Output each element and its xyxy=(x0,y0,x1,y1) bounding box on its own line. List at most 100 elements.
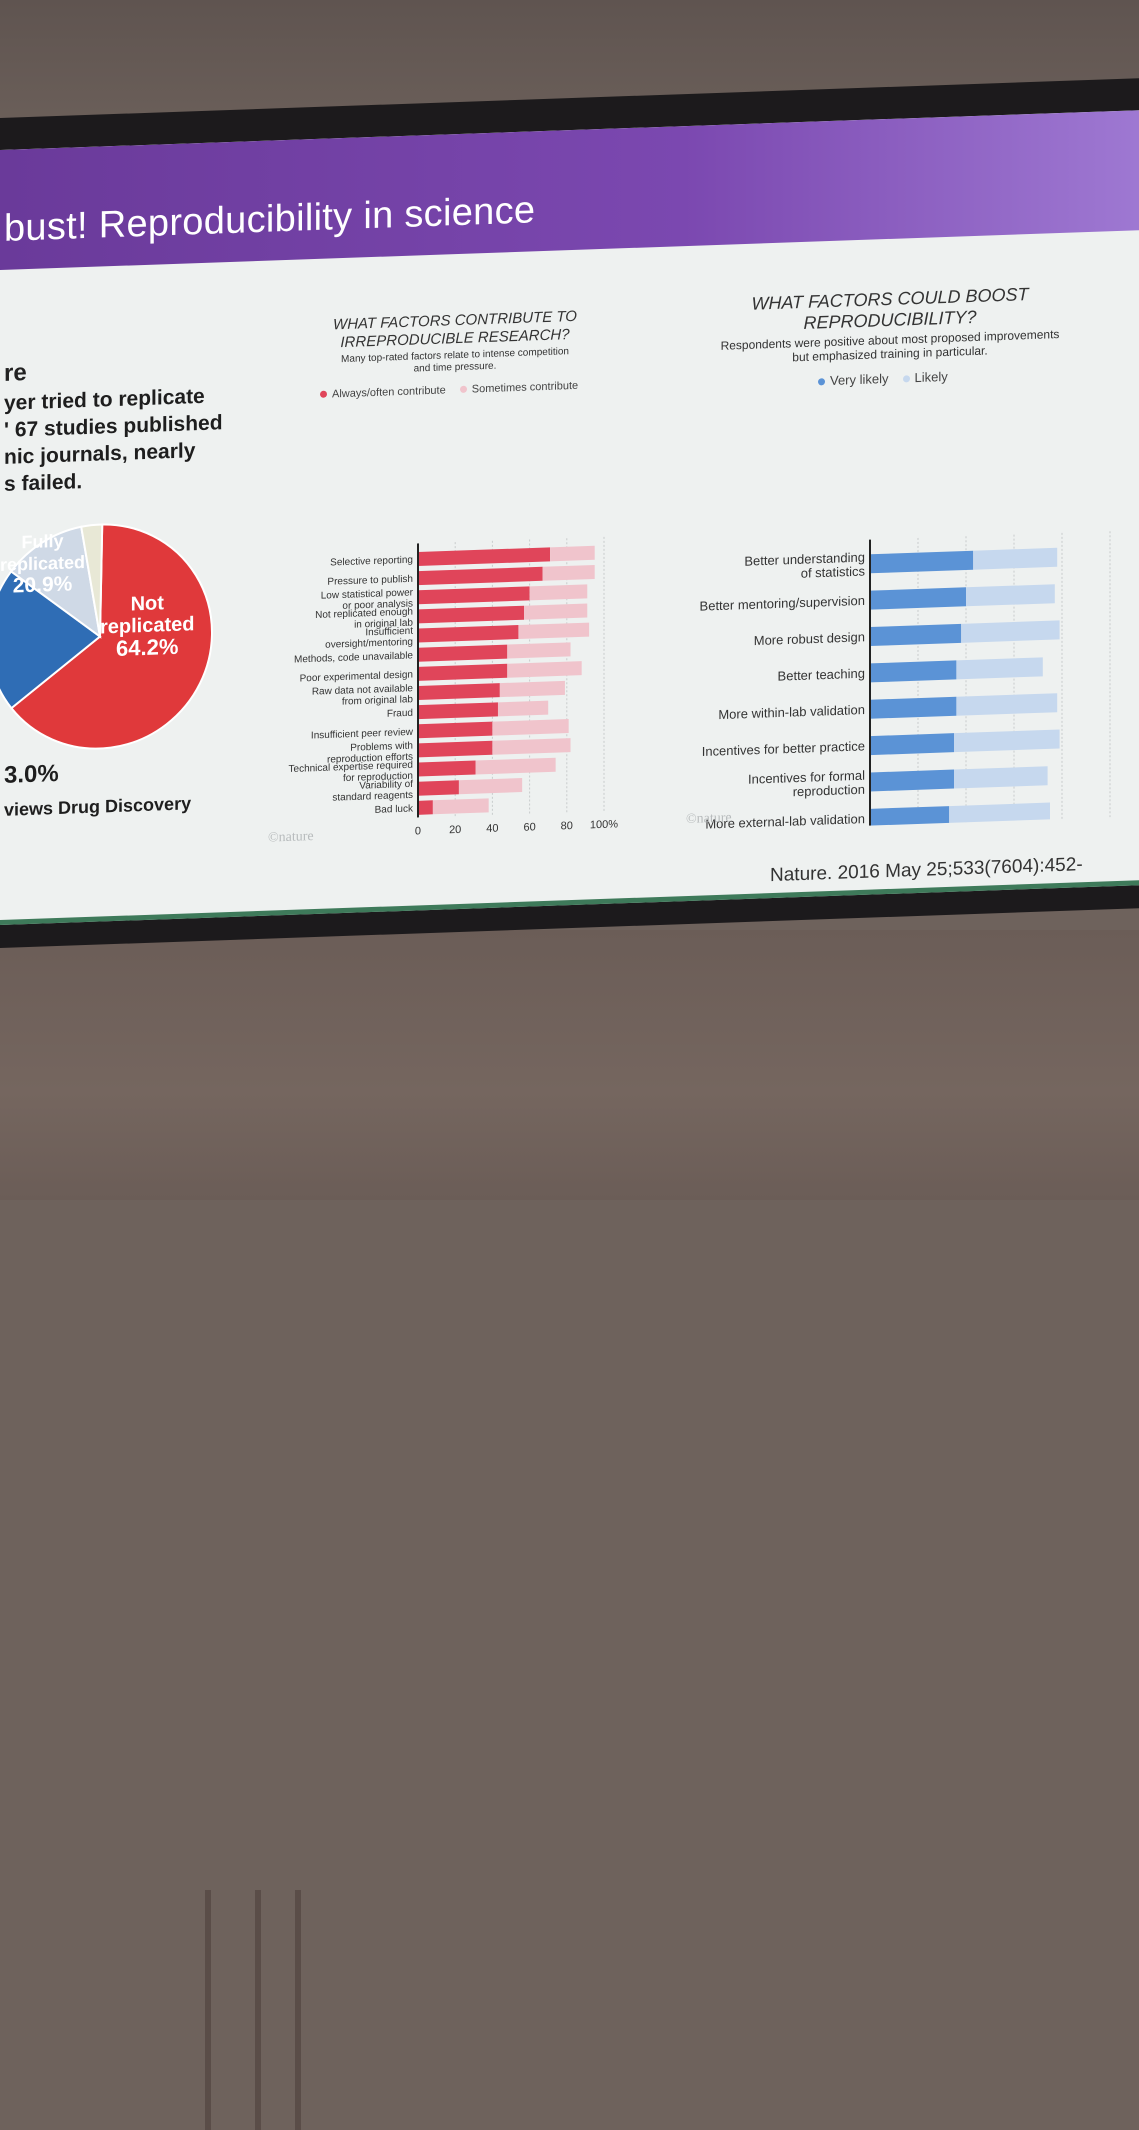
bar-segment-primary xyxy=(418,780,459,796)
left-source: views Drug Discovery xyxy=(4,793,192,820)
bar-segment-primary xyxy=(870,550,974,574)
bar-segment-secondary xyxy=(954,729,1060,753)
category-label: Selective reporting xyxy=(330,555,413,569)
category-label: reproduction efforts xyxy=(327,752,413,766)
legend-swatch xyxy=(902,375,910,383)
bar-segment-secondary xyxy=(497,700,549,717)
x-tick-label: 0 xyxy=(415,825,421,837)
x-tick-label: 100% xyxy=(590,818,618,831)
bar-segment-primary xyxy=(418,760,476,777)
chart1-plot: 0 20 40 60 80 100% Selective reporting Pressure… xyxy=(289,536,618,838)
category-label: Variability of xyxy=(359,779,413,792)
pie-label-fully-replicated: Fully replicated 20.9% xyxy=(0,529,85,598)
bar-segment-primary xyxy=(418,644,508,662)
pie-slice xyxy=(80,523,104,637)
left-heading: re xyxy=(4,359,27,387)
bar-segment-primary xyxy=(418,740,493,758)
chart1-credit: ©nature xyxy=(268,829,314,846)
bar-segment-secondary xyxy=(518,622,590,640)
category-label: standard reagents xyxy=(332,790,413,804)
left-text-block: yer tried to replicate ' 67 studies publ… xyxy=(4,382,223,498)
pie-slice xyxy=(0,570,102,710)
pie-slice-name: Not replicated xyxy=(100,592,195,639)
category-label: for reproduction xyxy=(343,771,413,784)
wall-panel-seam xyxy=(205,1890,211,2130)
bar-segment-secondary xyxy=(492,718,569,736)
category-label: Incentives for formal xyxy=(748,768,865,787)
replication-pie-chart: Fully replicated 20.9% Not replicated 64.2… xyxy=(0,512,220,766)
category-label: of statistics xyxy=(801,564,866,581)
x-tick-label: 20 xyxy=(449,824,461,836)
category-label: Raw data not available xyxy=(312,683,414,698)
bar-segment-secondary xyxy=(432,798,489,815)
category-label: Methods, code unavailable xyxy=(294,650,413,665)
bar-segment-primary xyxy=(418,721,493,739)
bar-segment-secondary xyxy=(475,757,556,775)
bar-segment-secondary xyxy=(550,545,595,562)
bar-segment-secondary xyxy=(492,738,571,755)
category-label: Poor experimental design xyxy=(300,670,413,685)
category-label: Insufficient xyxy=(365,626,413,639)
pie-slice-name: Fully replicated xyxy=(0,530,86,575)
category-label: Technical expertise required xyxy=(289,760,413,775)
category-label: More external-lab validation xyxy=(705,811,865,832)
category-label: Not replicated enough xyxy=(315,607,413,621)
category-label: More within-lab validation xyxy=(718,702,865,722)
x-tick-label: 60 xyxy=(523,821,535,833)
legend-swatch xyxy=(459,385,467,393)
bar-segment-primary xyxy=(418,800,433,815)
citation: Nature. 2016 May 25;533(7604):452- xyxy=(770,854,1083,887)
bar-segment-primary xyxy=(418,663,508,681)
bar-segment-primary xyxy=(418,566,543,586)
pie-slice-value: 20.9% xyxy=(12,572,73,598)
category-label: Insufficient peer review xyxy=(311,727,414,742)
category-label: from original lab xyxy=(342,694,414,707)
bar-segment-secondary xyxy=(956,657,1043,680)
bar-segment-secondary xyxy=(499,680,565,698)
category-label: Fraud xyxy=(387,708,413,720)
pie-svg xyxy=(0,523,213,750)
bar-segment-secondary xyxy=(529,584,588,601)
pie-slice xyxy=(9,525,102,639)
bar-segment-primary xyxy=(418,702,498,720)
category-label: Better understanding xyxy=(744,550,865,569)
bar-segment-secondary xyxy=(954,766,1048,789)
bar-segment-primary xyxy=(870,696,957,719)
bar-segment-primary xyxy=(870,733,954,756)
category-label: Incentives for better practice xyxy=(702,738,865,759)
category-label: in original lab xyxy=(354,618,413,631)
wall-panel-seam xyxy=(255,1890,261,2130)
bar-segment-secondary xyxy=(542,564,595,581)
pie-small-percent: 3.0% xyxy=(4,759,59,789)
bar-segment-secondary xyxy=(507,642,571,659)
category-label: More robust design xyxy=(754,629,865,648)
x-tick-label: 40 xyxy=(486,823,498,835)
category-label: oversight/mentoring xyxy=(325,637,413,651)
category-label: Pressure to publish xyxy=(327,574,413,588)
pie-slice xyxy=(10,523,213,750)
chart2-credit: ©nature xyxy=(686,810,732,828)
category-label: Bad luck xyxy=(375,803,414,815)
wall-panel-seam xyxy=(295,1890,301,2130)
pie-label-not-replicated: Not replicated 64.2% xyxy=(100,591,195,661)
category-label: reproduction xyxy=(793,782,865,800)
bar-segment-secondary xyxy=(458,778,523,795)
category-label: or poor analysis xyxy=(342,598,413,611)
bar-segment-secondary xyxy=(507,661,582,678)
bar-segment-secondary xyxy=(961,620,1060,643)
wall-lower xyxy=(0,930,1139,2130)
bar-segment-primary xyxy=(870,623,962,647)
legend-swatch xyxy=(818,378,825,386)
bar-segment-secondary xyxy=(956,693,1058,716)
x-tick-label: 80 xyxy=(561,820,573,832)
bar-segment-secondary xyxy=(524,603,588,620)
category-label: Better teaching xyxy=(778,666,865,684)
category-label: Low statistical power xyxy=(321,587,414,601)
legend-swatch xyxy=(320,390,327,398)
pie-slice-value: 64.2% xyxy=(116,633,179,661)
bar-segment-primary xyxy=(418,605,525,624)
bar-segment-primary xyxy=(870,806,950,828)
bar-segment-secondary xyxy=(949,802,1051,826)
bar-segment-primary xyxy=(418,683,500,700)
